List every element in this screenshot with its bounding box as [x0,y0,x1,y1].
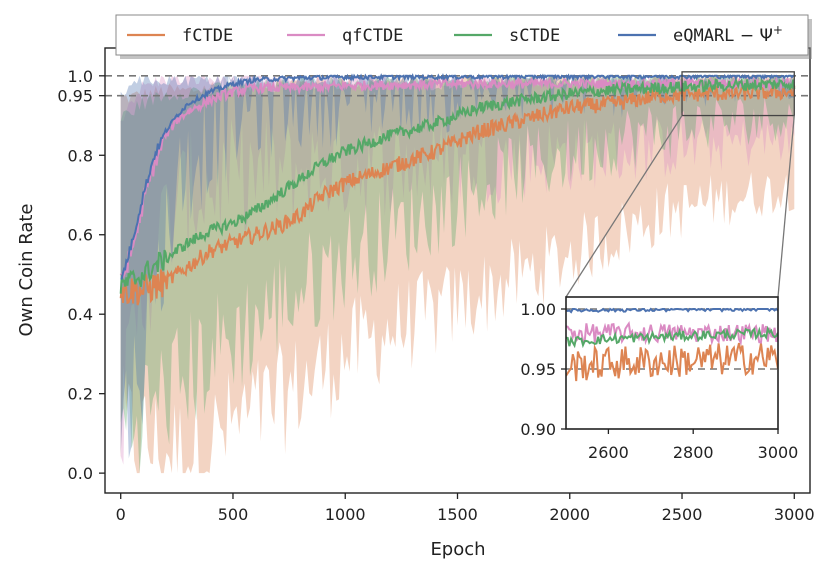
inset-line-fCTDE [566,342,778,382]
inset-y-tick-label: 1.00 [520,300,556,319]
band-sCTDE [120,75,795,474]
x-tick-label: 2000 [549,505,590,524]
legend: fCTDE qfCTDE sCTDE eQMARL − Ψ+ [115,14,812,59]
inset-series-lines [566,307,778,382]
zoom-connector-right [777,115,795,298]
inset-line-eQMARL [566,307,778,314]
y-tick-label: 0.4 [68,305,93,324]
zoom-box [681,71,795,117]
x-tick-label: 0 [116,505,126,524]
legend-label-sCTDE: sCTDE [509,26,560,46]
inset-x-tick-label: 2800 [673,443,714,462]
inset-ticks: 2600 2800 3000 0.90 0.95 1.00 [520,300,798,462]
zoom-connector-left [565,115,683,298]
confidence-bands [120,75,795,474]
y-axis-label: Own Coin Rate [16,203,37,336]
inset-line-sCTDE [566,325,778,349]
inset-y-tick-label: 0.90 [520,420,556,439]
x-tick-label: 1500 [437,505,478,524]
x-tick-label: 3000 [774,505,815,524]
y-tick-label: 0.0 [68,464,93,483]
inset-frame [565,296,779,430]
y-tick-label: 0.2 [68,385,93,404]
inset-x-tick-label: 3000 [758,443,799,462]
y-tick-label: 0.6 [68,226,93,245]
legend-label-eQMARL: eQMARL − Ψ+ [673,23,783,46]
inset-x-tick-label: 2600 [588,443,629,462]
reference-lines [105,75,810,97]
band-eQMARL [120,75,795,459]
legend-label-qfCTDE: qfCTDE [342,26,403,46]
x-tick-label: 1000 [325,505,366,524]
inset-y-tick-label: 0.95 [520,360,556,379]
legend-label-fCTDE: fCTDE [182,26,233,46]
x-tick-label: 2500 [662,505,703,524]
y-tick-label: 0.8 [68,146,93,165]
inset-background [566,297,778,429]
y-tick-label: 1.0 [68,67,93,86]
x-tick-label: 500 [218,505,249,524]
band-fCTDE [120,75,795,474]
band-qfCTDE [120,75,795,465]
axis-ticks: 0 500 1000 1500 2000 2500 3000 0.0 0.2 0.4 0.6 0.8 0… [57,67,814,524]
zoom-indicator [565,71,795,298]
x-axis-label: Epoch [430,539,485,560]
y-tick-label: 0.95 [57,87,93,106]
